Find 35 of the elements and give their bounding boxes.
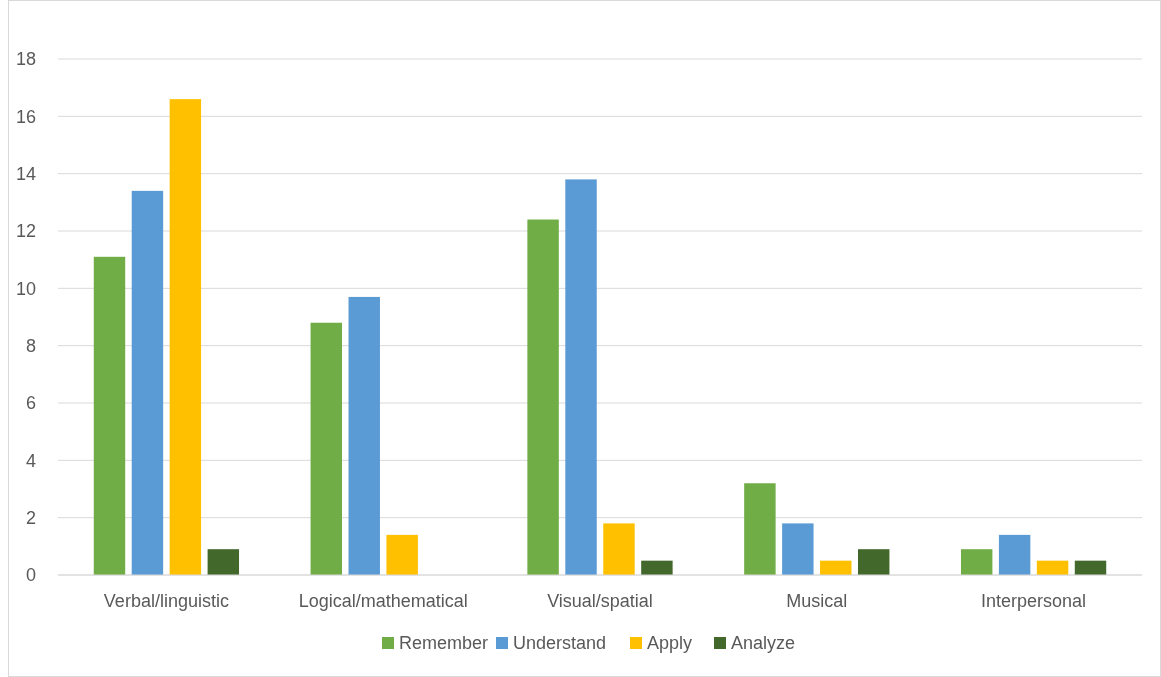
bar — [641, 560, 673, 575]
bar — [565, 179, 597, 575]
y-tick-label: 16 — [15, 106, 36, 127]
bar — [960, 549, 993, 575]
y-tick-label: 4 — [25, 450, 36, 471]
x-tick-label: Musical — [786, 591, 848, 611]
bar — [744, 483, 776, 575]
legend-label: Analyze — [731, 633, 796, 654]
legend-label: Understand — [513, 633, 607, 654]
bar — [93, 256, 126, 575]
y-tick-label: 6 — [25, 393, 36, 414]
legend-label: Remember — [399, 633, 489, 654]
y-tick-label: 14 — [15, 163, 36, 184]
bar — [310, 322, 343, 575]
bar — [207, 549, 240, 575]
y-tick-label: 12 — [15, 221, 36, 242]
x-tick-label: Logical/mathematical — [298, 591, 468, 611]
x-tick-label: Interpersonal — [981, 591, 1087, 611]
bar — [603, 523, 635, 575]
bar — [348, 296, 380, 575]
bar — [998, 534, 1031, 575]
bar — [386, 534, 418, 575]
y-tick-label: 2 — [25, 507, 36, 528]
y-tick-label: 8 — [25, 335, 36, 356]
bar — [131, 190, 164, 575]
y-tick-label: 10 — [15, 278, 36, 299]
bar — [782, 523, 814, 575]
x-tick-label: Visual/spatial — [547, 591, 653, 611]
y-tick-label: 0 — [25, 565, 36, 586]
bar — [169, 99, 202, 575]
bar — [527, 219, 559, 575]
bar — [857, 549, 890, 575]
legend-label: Apply — [647, 633, 693, 654]
x-tick-label: Verbal/linguistic — [103, 591, 229, 611]
y-tick-label: 18 — [15, 49, 36, 70]
